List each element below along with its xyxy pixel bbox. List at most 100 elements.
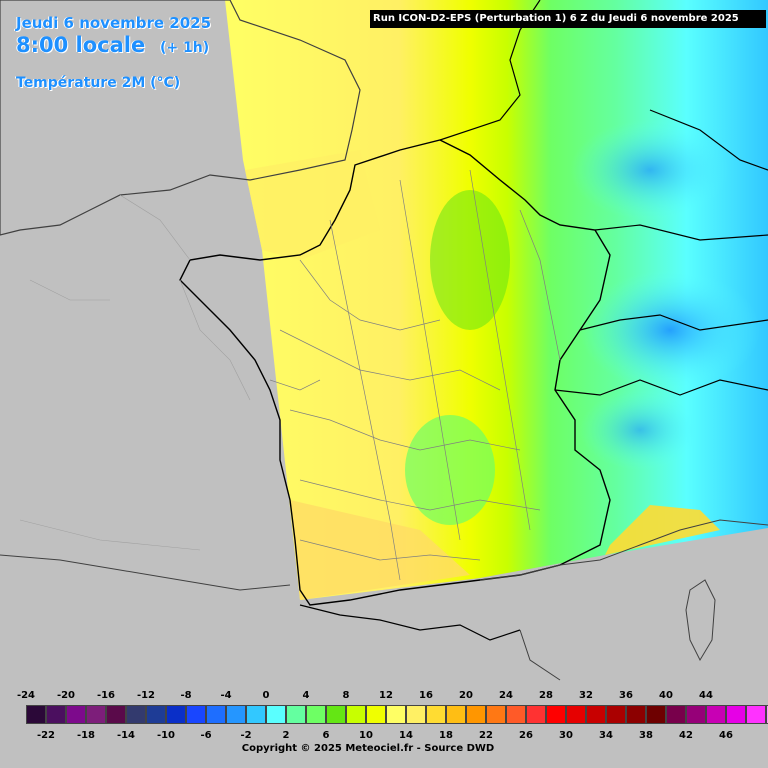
green-massif-central (405, 415, 495, 525)
legend-swatch (546, 705, 566, 724)
legend-tick-bottom: -10 (156, 730, 176, 741)
legend-tick-top: -20 (56, 690, 76, 701)
legend-tick-top: -24 (16, 690, 36, 701)
legend-tick-top: 0 (262, 690, 270, 701)
legend-swatch (506, 705, 526, 724)
germany-cold (570, 120, 730, 220)
legend-swatch (686, 705, 706, 724)
legend-swatch (206, 705, 226, 724)
forecast-time: 8:00 locale (16, 33, 146, 57)
legend-tick-bottom: -14 (116, 730, 136, 741)
legend-swatch (166, 705, 186, 724)
legend-swatch (766, 705, 768, 724)
legend-tick-bottom: -6 (200, 730, 212, 741)
legend-swatch (726, 705, 746, 724)
border-swiss-italy (579, 314, 768, 331)
legend-tick-top: 4 (302, 690, 310, 701)
legend-tick-top: 12 (379, 690, 393, 701)
legend-swatch (26, 705, 46, 724)
spain-east-coast (519, 629, 561, 681)
border-germany-swiss (594, 224, 768, 241)
legend-tick-bottom: 14 (399, 730, 413, 741)
legend-tick-top: 44 (699, 690, 713, 701)
department-lines (269, 169, 561, 581)
legend-swatch (326, 705, 346, 724)
legend-swatch (406, 705, 426, 724)
legend-swatch (586, 705, 606, 724)
legend-tick-top: 32 (579, 690, 593, 701)
legend-swatch (246, 705, 266, 724)
green-east (430, 190, 510, 330)
legend-tick-top: -8 (180, 690, 192, 701)
legend-tick-bottom: 6 (322, 730, 330, 741)
color-legend: -24 -20 -16 -12 -8 -4 0 4 8 12 16 20 24 28 32 36 40 44 -2… (0, 685, 768, 768)
warm-zone-southwest (290, 500, 470, 600)
legend-swatch (346, 705, 366, 724)
legend-swatch (306, 705, 326, 724)
legend-tick-top: 40 (659, 690, 673, 701)
legend-swatch (86, 705, 106, 724)
border-italy (554, 379, 768, 396)
legend-swatch (706, 705, 726, 724)
legend-tick-top: 8 (342, 690, 350, 701)
alps-cold (580, 270, 760, 390)
gray-region-lines (19, 194, 251, 551)
border-spain (299, 604, 521, 641)
legend-swatch (466, 705, 486, 724)
legend-tick-bottom: 26 (519, 730, 533, 741)
legend-tick-bottom: 42 (679, 730, 693, 741)
legend-swatch (226, 705, 246, 724)
border-czech (649, 109, 768, 171)
forecast-date: Jeudi 6 novembre 2025 (16, 14, 212, 32)
legend-swatch (146, 705, 166, 724)
legend-swatch (446, 705, 466, 724)
legend-tick-bottom: 10 (359, 730, 373, 741)
legend-swatch (606, 705, 626, 724)
legend-tick-bottom: 18 (439, 730, 453, 741)
legend-swatch (486, 705, 506, 724)
legend-tick-bottom: 46 (719, 730, 733, 741)
corsica-coast (685, 579, 716, 662)
legend-swatch (746, 705, 766, 724)
france-border (179, 139, 611, 606)
legend-tick-top: -4 (220, 690, 232, 701)
parameter-label: Température 2M (°C) (16, 75, 181, 91)
alps-south-cold (580, 390, 700, 470)
great-britain-coast (0, 0, 361, 236)
mediterranean-coast (479, 519, 768, 581)
legend-tick-bottom: 30 (559, 730, 573, 741)
legend-swatch (426, 705, 446, 724)
run-info-banner: Run ICON-D2-EPS (Perturbation 1) 6 Z du … (370, 10, 766, 28)
legend-tick-bottom: 38 (639, 730, 653, 741)
legend-tick-top: 24 (499, 690, 513, 701)
legend-tick-top: -16 (96, 690, 116, 701)
legend-swatch (666, 705, 686, 724)
legend-swatch (526, 705, 546, 724)
legend-swatch (66, 705, 86, 724)
legend-tick-bottom: 22 (479, 730, 493, 741)
legend-tick-bottom: 2 (282, 730, 290, 741)
legend-tick-top: 20 (459, 690, 473, 701)
warm-zone-west (245, 150, 380, 260)
legend-tick-bottom: 34 (599, 730, 613, 741)
legend-tick-top: -12 (136, 690, 156, 701)
legend-swatch (106, 705, 126, 724)
legend-swatch (46, 705, 66, 724)
legend-swatch (286, 705, 306, 724)
legend-tick-top: 16 (419, 690, 433, 701)
legend-tick-top: 36 (619, 690, 633, 701)
legend-swatch (566, 705, 586, 724)
legend-tick-bottom: -2 (240, 730, 252, 741)
legend-swatch (386, 705, 406, 724)
legend-swatch (366, 705, 386, 724)
warm-zone-riviera (605, 505, 720, 555)
legend-tick-top: 28 (539, 690, 553, 701)
legend-tick-bottom: -22 (36, 730, 56, 741)
legend-swatch (186, 705, 206, 724)
legend-tick-bottom: -18 (76, 730, 96, 741)
spain-coast (0, 554, 291, 591)
legend-swatch (266, 705, 286, 724)
time-offset: (+ 1h) (160, 40, 210, 56)
